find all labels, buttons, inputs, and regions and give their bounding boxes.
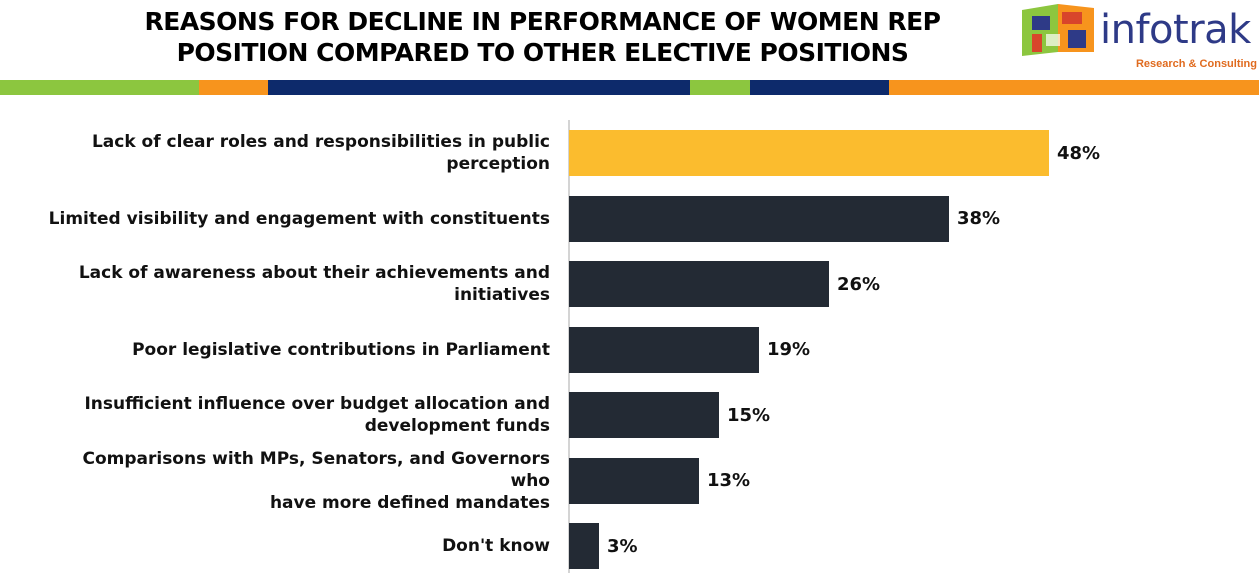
infotrak-logo: infotrak Research & Consulting: [1018, 2, 1259, 74]
category-label: Insufficient influence over budget alloc…: [40, 382, 550, 448]
logo-wordmark: infotrak: [1100, 7, 1251, 53]
category-label: Limited visibility and engagement with c…: [40, 186, 550, 252]
category-label-line: have more defined mandates: [269, 492, 550, 513]
bar: [569, 523, 599, 569]
category-label-line: Lack of clear roles and responsibilities…: [91, 132, 550, 152]
bar-highlighted: [569, 130, 1049, 176]
bar-row: Don't know 3%: [0, 513, 1259, 579]
category-label: Lack of clear roles and responsibilities…: [40, 120, 550, 186]
category-label-line: Lack of awareness about their achievemen…: [78, 263, 550, 283]
bar: [569, 261, 829, 307]
chart-title-line-2: POSITION COMPARED TO OTHER ELECTIVE POSI…: [176, 38, 909, 67]
category-label-line: Poor legislative contributions in Parlia…: [132, 339, 550, 360]
category-label-line: Comparisons with MPs, Senators, and Gove…: [82, 448, 550, 491]
category-label-line: Limited visibility and engagement with c…: [48, 208, 550, 229]
data-label: 3%: [607, 535, 638, 557]
chart-title-line-1: REASONS FOR DECLINE IN PERFORMANCE OF WO…: [144, 7, 942, 36]
category-label: Poor legislative contributions in Parlia…: [40, 317, 550, 383]
category-label-line: Don't know: [442, 536, 550, 556]
bar-row: Lack of clear roles and responsibilities…: [0, 120, 1259, 186]
data-label: 15%: [727, 404, 771, 426]
logo-tagline: Research & Consulting: [1135, 58, 1257, 70]
bar: [569, 195, 949, 242]
data-label: 48%: [1057, 142, 1101, 164]
bar-row: Poor legislative contributions in Parlia…: [0, 317, 1259, 383]
category-label: Lack of awareness about their achievemen…: [40, 251, 550, 317]
category-label-line: initiatives: [454, 285, 550, 305]
decorative-color-stripe: [0, 80, 1259, 95]
bar: [569, 457, 699, 504]
data-label: 26%: [837, 273, 881, 295]
data-label: 38%: [957, 208, 1001, 229]
category-label: Comparisons with MPs, Senators, and Gove…: [40, 448, 550, 514]
bar-row: Lack of awareness about their achievemen…: [0, 251, 1259, 317]
category-label-line: perception: [446, 154, 550, 174]
infotrak-logo-mark-icon: [1022, 4, 1094, 56]
chart-title: REASONS FOR DECLINE IN PERFORMANCE OF WO…: [60, 6, 1025, 68]
bar: [569, 392, 719, 438]
category-label-line: Insufficient influence over budget alloc…: [84, 394, 550, 414]
data-label: 19%: [767, 339, 811, 360]
category-label: Don't know: [40, 513, 550, 579]
category-label-line: development funds: [364, 416, 550, 436]
bar-row: Comparisons with MPs, Senators, and Gove…: [0, 448, 1259, 514]
bar: [569, 326, 759, 373]
bar-row: Limited visibility and engagement with c…: [0, 186, 1259, 252]
bar-row: Insufficient influence over budget alloc…: [0, 382, 1259, 448]
data-label: 13%: [707, 470, 751, 491]
